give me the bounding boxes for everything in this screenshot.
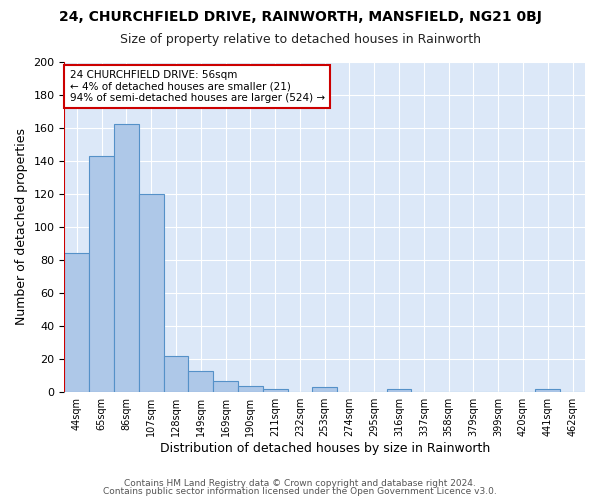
X-axis label: Distribution of detached houses by size in Rainworth: Distribution of detached houses by size … [160, 442, 490, 455]
Bar [89, 156, 114, 392]
Y-axis label: Number of detached properties: Number of detached properties [15, 128, 28, 326]
Bar [313, 387, 337, 392]
Bar [386, 389, 412, 392]
Bar [238, 386, 263, 392]
Bar [535, 389, 560, 392]
Text: Contains public sector information licensed under the Open Government Licence v3: Contains public sector information licen… [103, 487, 497, 496]
Bar [213, 380, 238, 392]
Text: Size of property relative to detached houses in Rainworth: Size of property relative to detached ho… [119, 32, 481, 46]
Bar [164, 356, 188, 392]
Text: 24 CHURCHFIELD DRIVE: 56sqm
← 4% of detached houses are smaller (21)
94% of semi: 24 CHURCHFIELD DRIVE: 56sqm ← 4% of deta… [70, 70, 325, 103]
Bar [139, 194, 164, 392]
Text: 24, CHURCHFIELD DRIVE, RAINWORTH, MANSFIELD, NG21 0BJ: 24, CHURCHFIELD DRIVE, RAINWORTH, MANSFI… [59, 10, 541, 24]
Bar [114, 124, 139, 392]
Bar [188, 370, 213, 392]
Bar [263, 389, 287, 392]
Bar [64, 254, 89, 392]
Text: Contains HM Land Registry data © Crown copyright and database right 2024.: Contains HM Land Registry data © Crown c… [124, 478, 476, 488]
